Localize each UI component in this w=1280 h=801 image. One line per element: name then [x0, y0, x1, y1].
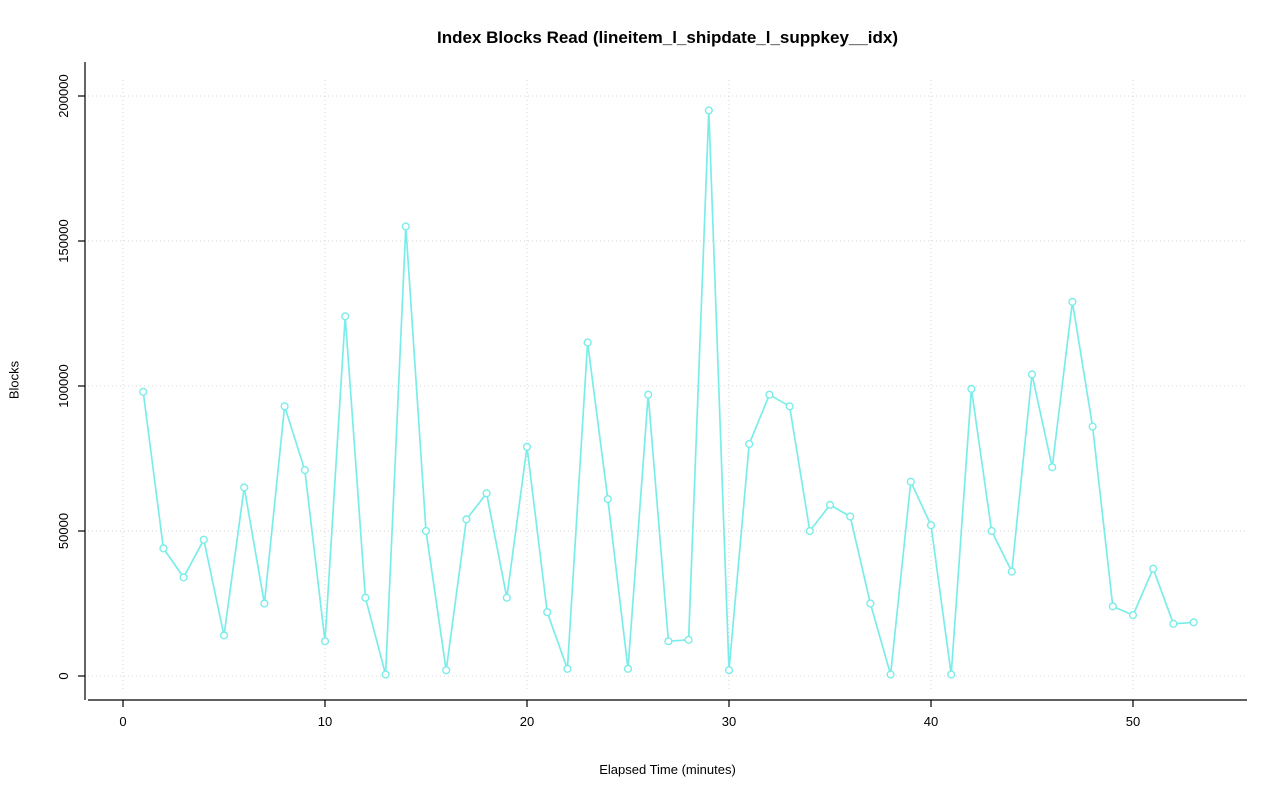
- data-point-marker: [280, 402, 289, 411]
- data-point-marker: [785, 402, 794, 411]
- data-point-marker: [139, 387, 148, 396]
- data-point-marker: [361, 593, 370, 602]
- x-tick-label: 0: [119, 714, 126, 729]
- data-point-marker: [765, 390, 774, 399]
- data-point-marker: [583, 338, 592, 347]
- data-point-marker: [1088, 422, 1097, 431]
- data-point-marker: [644, 390, 653, 399]
- x-axis-label: Elapsed Time (minutes): [599, 762, 736, 777]
- y-tick-label: 200000: [56, 74, 71, 117]
- data-point-marker: [462, 515, 471, 524]
- data-point-marker: [563, 664, 572, 673]
- y-tick-label: 0: [56, 672, 71, 679]
- data-point-marker: [482, 489, 491, 498]
- data-point-marker: [320, 637, 330, 646]
- data-point-marker: [159, 544, 168, 553]
- chart-title: Index Blocks Read (lineitem_l_shipdate_l…: [436, 28, 899, 47]
- data-point-marker: [260, 599, 269, 608]
- x-tick-label: 50: [1126, 714, 1140, 729]
- data-point-marker: [1068, 297, 1077, 307]
- data-point-marker: [866, 599, 875, 608]
- data-point-marker: [1128, 610, 1138, 620]
- data-point-marker: [240, 483, 249, 492]
- data-point-marker: [947, 670, 956, 679]
- x-tick-label: 20: [520, 714, 534, 729]
- data-point-marker: [1149, 564, 1158, 573]
- data-point-marker: [1189, 618, 1198, 627]
- data-point-marker: [664, 637, 673, 646]
- data-point-marker: [704, 106, 713, 115]
- data-point-marker: [745, 439, 754, 449]
- data-point-marker: [179, 573, 188, 582]
- data-point-marker: [926, 521, 936, 530]
- data-point-marker: [502, 593, 511, 602]
- data-point-marker: [421, 526, 431, 536]
- data-point-marker: [906, 477, 915, 486]
- data-point-marker: [623, 664, 633, 673]
- x-tick-label: 30: [722, 714, 736, 729]
- data-point-marker: [967, 384, 976, 394]
- data-point-marker: [886, 670, 895, 679]
- x-tick-label: 10: [318, 714, 332, 729]
- y-tick-label: 50000: [56, 513, 71, 549]
- data-point-marker: [825, 500, 835, 510]
- data-point-marker: [846, 512, 855, 521]
- series-line: [142, 109, 1195, 676]
- data-point-marker: [987, 526, 996, 536]
- data-point-marker: [1048, 463, 1057, 472]
- data-point-marker: [724, 666, 734, 675]
- data-point-marker: [401, 222, 410, 231]
- data-point-marker: [684, 635, 693, 644]
- data-point-marker: [543, 608, 552, 617]
- data-point-marker: [442, 666, 451, 675]
- data-point-marker: [1027, 370, 1037, 379]
- data-point-marker: [341, 312, 350, 321]
- x-tick-label: 40: [924, 714, 938, 729]
- data-point-marker: [1169, 619, 1178, 628]
- data-point-marker: [199, 535, 208, 544]
- data-point-marker: [1007, 567, 1016, 576]
- y-tick-label: 150000: [56, 219, 71, 262]
- y-tick-label: 100000: [56, 364, 71, 407]
- data-point-marker: [300, 466, 309, 475]
- data-point-marker: [381, 670, 390, 679]
- data-point-marker: [522, 442, 532, 452]
- data-point-marker: [603, 495, 612, 504]
- data-point-marker: [219, 631, 229, 640]
- data-point-marker: [1108, 602, 1117, 611]
- data-point-marker: [805, 526, 814, 536]
